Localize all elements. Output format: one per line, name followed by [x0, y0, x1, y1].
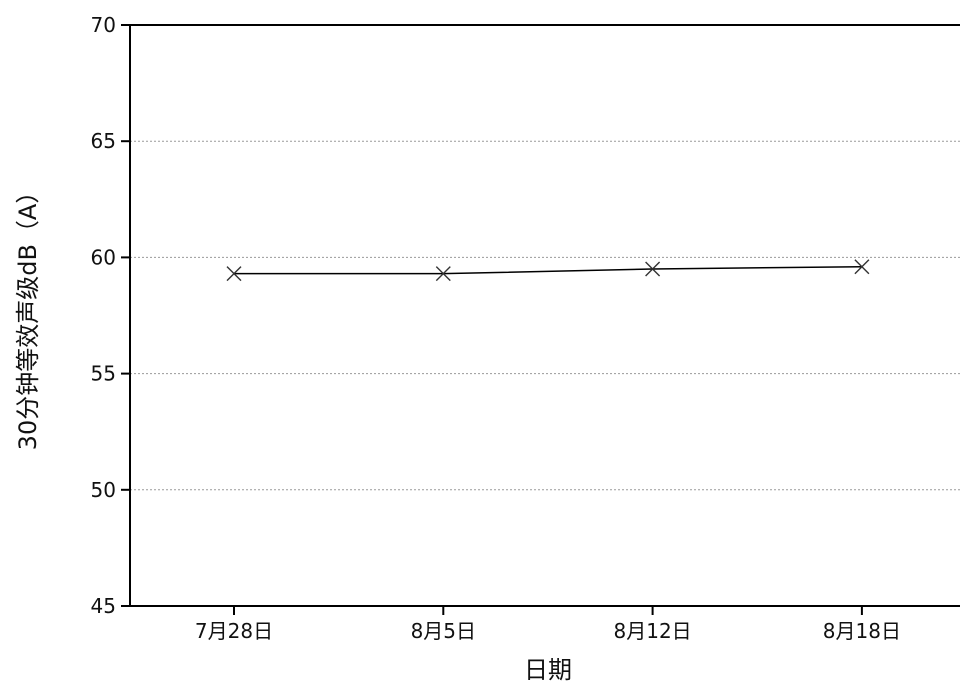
x-axis-title: 日期 [524, 656, 572, 684]
series [226, 259, 870, 282]
y-tick-label-50: 50 [91, 478, 116, 502]
x-tick-label-1: 8月5日 [411, 619, 476, 643]
axes [121, 24, 960, 615]
data-point-2 [645, 261, 661, 277]
y-tick-label-45: 45 [91, 594, 116, 618]
series-line-0 [234, 265, 862, 275]
data-point-3 [854, 259, 870, 275]
y-tick-label-60: 60 [91, 245, 116, 269]
x-tick-label-3: 8月18日 [823, 619, 901, 643]
x-tick-label-0: 7月28日 [195, 619, 273, 643]
y-tick-label-55: 55 [91, 362, 116, 386]
tick-labels: 45 50 55 60 65 70 7月28日 8月5日 8月12日 8月18日 [91, 13, 901, 643]
y-tick-label-70: 70 [91, 13, 116, 37]
data-point-0 [226, 266, 242, 282]
data-point-1 [435, 266, 451, 282]
y-tick-label-65: 65 [91, 129, 116, 153]
y-axis-title: 30分钟等效声级dB（A） [14, 180, 42, 451]
x-tick-label-2: 8月12日 [614, 619, 692, 643]
grid-lines [130, 140, 960, 491]
